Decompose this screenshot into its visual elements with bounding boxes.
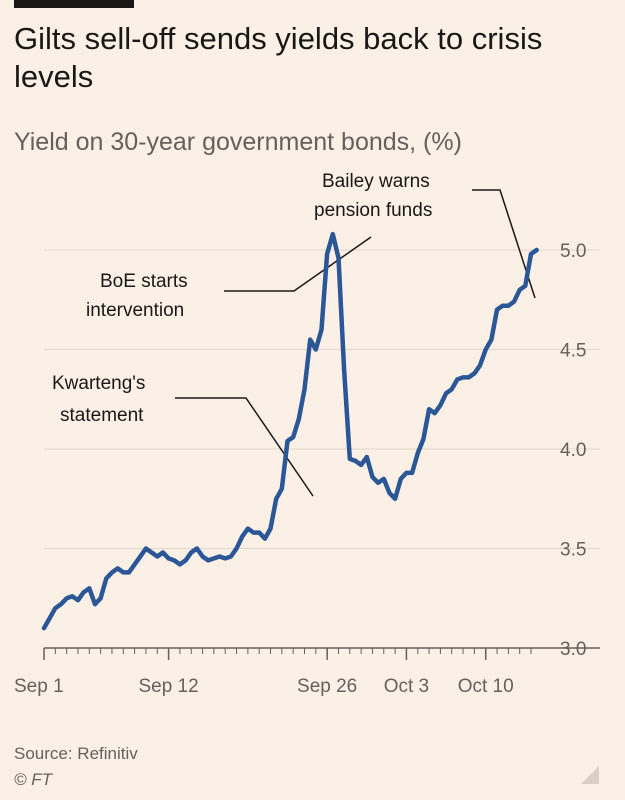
chart-subtitle: Yield on 30-year government bonds, (%): [14, 128, 462, 156]
kwarteng-label-line1: Kwarteng's: [52, 373, 145, 394]
boe-label-line1: BoE starts: [100, 271, 188, 292]
x-tick-label: Sep 12: [138, 676, 198, 697]
gridlines: [44, 249, 600, 649]
brand-bar: [14, 0, 134, 8]
kwarteng-leader: [175, 397, 314, 497]
series-line: [41, 231, 539, 631]
copyright: © FT: [14, 770, 53, 789]
x-tick-label: Oct 3: [384, 676, 429, 697]
x-tick-label: Sep 1: [14, 676, 64, 697]
bailey-label-line2: pension funds: [314, 200, 432, 221]
y-tick-label: 3.0: [560, 639, 586, 660]
boe-leader: [224, 236, 372, 292]
annotations: Kwarteng's statement BoE starts interven…: [52, 171, 536, 497]
kwarteng-label-line2: statement: [60, 405, 144, 426]
line-chart: 3.0 3.5 4.0 4.5 5.0 Sep 1 Sep 12 Sep 26 Oct 3 Oc…: [14, 171, 600, 697]
x-tick-label: Oct 10: [458, 676, 514, 697]
y-tick-label: 5.0: [560, 241, 586, 262]
y-tick-label: 3.5: [560, 540, 586, 561]
y-tick-label: 4.5: [560, 341, 586, 362]
corner-resize-icon: [581, 766, 599, 784]
x-axis: Sep 1 Sep 12 Sep 26 Oct 3 Oct 10: [14, 648, 532, 697]
bailey-label-line1: Bailey warns: [322, 171, 430, 192]
x-tick-label: Sep 26: [297, 676, 357, 697]
boe-label-line2: intervention: [86, 300, 184, 321]
chart-title: Gilts sell-off sends yields back to cris…: [14, 21, 543, 94]
series-layer: [41, 231, 539, 631]
y-tick-label: 4.0: [560, 440, 586, 461]
bailey-leader: [472, 189, 536, 299]
y-axis: 3.0 3.5 4.0 4.5 5.0: [560, 241, 586, 660]
source-note: Source: Refinitiv: [14, 744, 138, 763]
